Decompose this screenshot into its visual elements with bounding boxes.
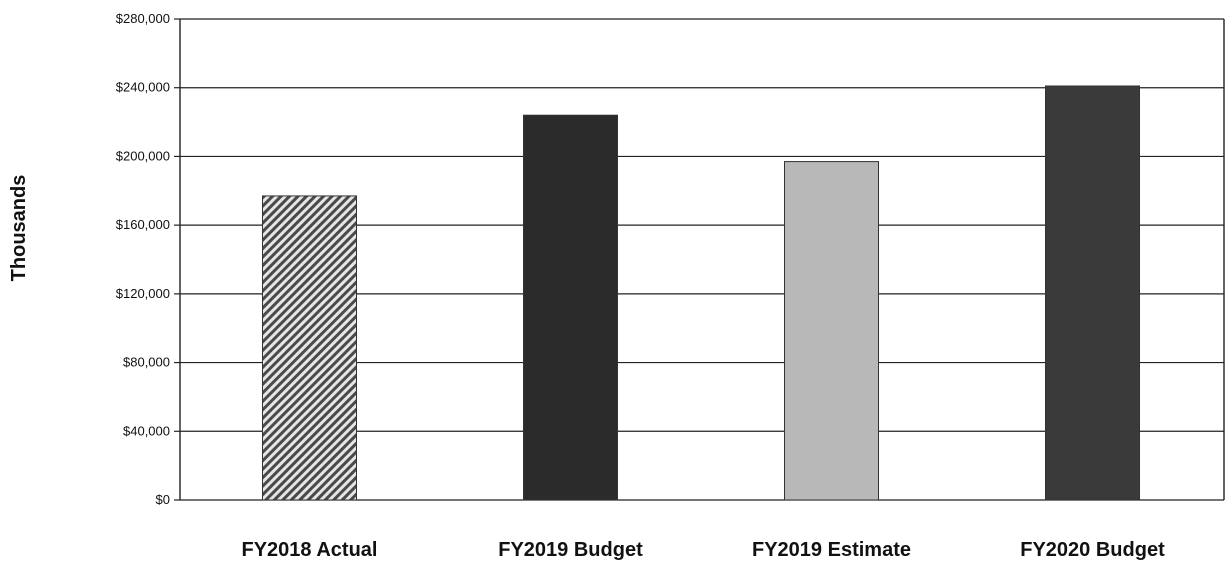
x-category-label: FY2018 Actual <box>242 539 378 561</box>
x-category-labels: FY2018 Actual FY2019 Budget FY2019 Estimat… <box>242 539 1166 561</box>
x-category-label: FY2020 Budget <box>1020 539 1165 561</box>
bar-fy2019-estimate <box>784 161 879 501</box>
y-tick-label: $40,000 <box>123 423 170 438</box>
x-category-label: FY2019 Budget <box>498 539 643 561</box>
y-tick-label: $160,000 <box>116 217 170 232</box>
bar-fy2020-budget <box>1045 85 1140 501</box>
y-tick-label: $200,000 <box>116 148 170 163</box>
y-tick-label: $120,000 <box>116 286 170 301</box>
y-tick-label: $0 <box>156 492 170 507</box>
x-category-label: FY2019 Estimate <box>752 539 911 561</box>
axes <box>179 19 1225 500</box>
bar-fy2019-budget <box>523 114 618 501</box>
y-tick-label: $80,000 <box>123 355 170 370</box>
y-tick-label: $280,000 <box>116 11 170 26</box>
y-axis-label: Thousands <box>8 175 30 282</box>
y-tick-label: $240,000 <box>116 80 170 95</box>
y-tick-labels: $0 $40,000 $80,000 $120,000 $160,000 $200,000… <box>116 11 170 507</box>
bars <box>262 85 1140 501</box>
bar-fy2018-actual <box>262 195 357 501</box>
